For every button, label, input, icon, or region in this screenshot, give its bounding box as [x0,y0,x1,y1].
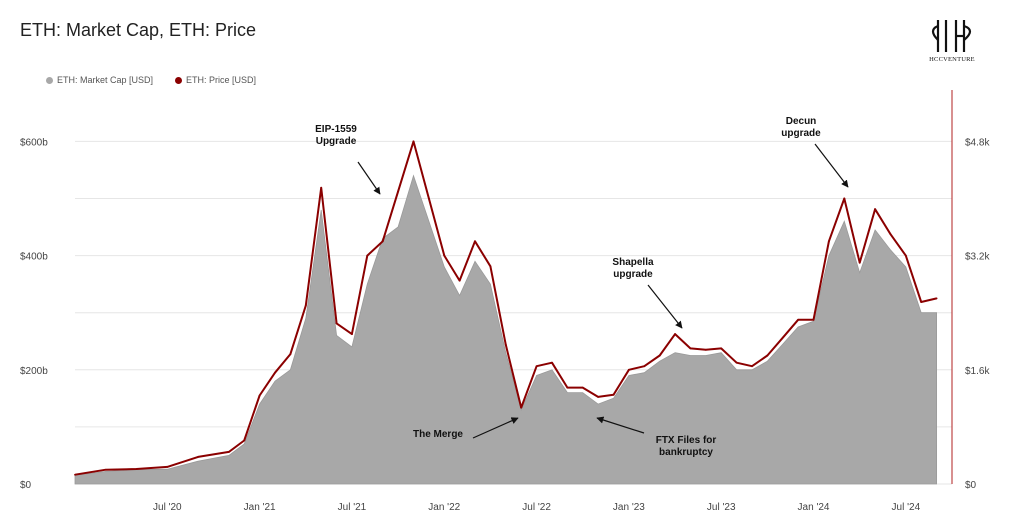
price-point [197,455,199,458]
x-tick-label: Jan '24 [798,502,830,513]
series-price-line [74,140,937,476]
hccventure-logo [931,20,972,52]
y-right-tick-label: $3.2k [965,252,990,263]
annotation-arrow [814,143,849,188]
price-point [351,333,353,336]
y-right-tick-label: $4.8k [965,137,990,148]
price-point [858,261,861,264]
price-point [612,393,615,396]
price-point [366,254,369,257]
price-point [320,186,323,189]
annotation-label: Upgrade [316,136,357,147]
annotation-arrow [596,416,645,434]
annotation-label: FTX Files for [656,435,717,446]
annotation-label: upgrade [613,269,653,280]
price-point [474,240,476,243]
legend-swatch-market-cap [46,76,53,84]
x-tick-label: Jan '22 [428,502,460,513]
price-point [489,265,492,268]
price-point [843,197,846,200]
price-point [243,439,246,442]
price-point [704,348,707,351]
price-point [504,343,507,346]
price-point [535,365,538,368]
price-point [797,318,800,321]
legend: ETH: Market Cap [USD] ETH: Price [USD] [46,75,256,85]
price-point [304,304,307,307]
price-point [904,254,907,257]
price-point [427,197,430,200]
price-point [812,318,815,321]
series-market-cap-area [74,174,938,485]
legend-label-price: ETH: Price [USD] [186,75,257,85]
price-point [520,406,523,409]
price-point [751,365,753,368]
price-point [227,450,230,453]
y-left-tick-label: $200b [20,366,48,377]
annotation-label: The Merge [413,429,463,440]
x-tick-label: Jul '21 [338,502,367,513]
price-point [658,354,661,357]
price-point [766,354,769,357]
legend-label-market-cap: ETH: Market Cap [USD] [57,75,154,85]
annotation-arrow [472,417,519,439]
legend-swatch-price [175,76,183,84]
price-point [720,347,723,350]
price-point [135,468,138,470]
price-point [935,297,938,300]
price-point [166,465,169,468]
price-point [397,190,400,193]
price-point [920,301,923,303]
annotation-label: bankruptcy [659,447,713,458]
legend-item-price[interactable]: ETH: Price [USD] [175,75,256,85]
y-left-tick-label: $0 [20,480,32,491]
x-tick-label: Jan '23 [613,502,645,513]
price-point [335,322,338,325]
price-point [258,394,261,397]
price-point [458,279,461,282]
price-point [381,240,384,243]
y-right-tick-label: $0 [965,480,977,491]
price-point [412,140,415,143]
price-point [689,347,692,350]
price-point [74,473,76,476]
price-point [674,333,676,336]
price-point [551,361,553,364]
price-point [597,396,600,398]
annotation-arrow [357,161,381,195]
price-point [735,361,738,364]
price-point [627,368,630,371]
annotation-arrow [647,284,683,329]
price-point [781,336,784,339]
y-left-tick-label: $600b [20,137,48,148]
price-point [889,233,892,236]
x-tick-label: Jan '21 [244,502,276,513]
chart-title: ETH: Market Cap, ETH: Price [20,20,257,40]
x-tick-label: Jul '20 [153,502,182,513]
price-point [274,371,276,374]
price-point [643,365,646,368]
legend-item-market-cap[interactable]: ETH: Market Cap [USD] [46,75,153,85]
annotation-label: Shapella [612,257,654,268]
x-tick-label: Jul '24 [892,502,921,513]
logo-wordmark: HCCVENTURE [929,56,975,63]
annotation-label: EIP-1559 [315,124,357,135]
price-point [581,386,584,389]
annotation-label: upgrade [781,128,821,139]
y-right-tick-label: $1.6k [965,366,990,377]
annotation-label: Decun [786,116,817,127]
x-tick-label: Jul '22 [522,502,551,513]
price-point [104,468,107,471]
x-tick-label: Jul '23 [707,502,736,513]
price-point [443,254,446,257]
y-left-tick-label: $400b [20,252,48,263]
price-point [566,386,569,389]
price-point [874,208,876,211]
price-point [289,353,292,355]
price-point [828,240,830,243]
